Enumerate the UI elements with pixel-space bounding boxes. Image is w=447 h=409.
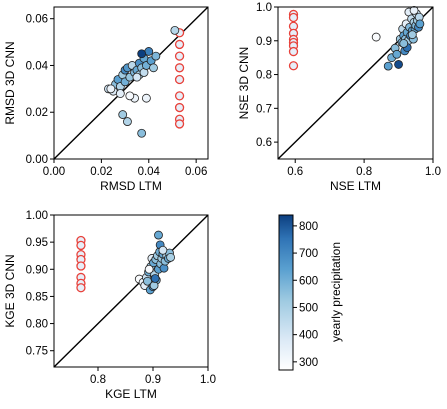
- x-tick-label: 0.6: [287, 166, 303, 178]
- outlier-ring-point: [76, 240, 86, 251]
- outlier-ring-point: [288, 12, 299, 23]
- scatter-point: [132, 72, 142, 82]
- y-tick-label: 0.00: [26, 154, 48, 166]
- y-tick-label: 0.06: [26, 14, 48, 26]
- colorbar-tick-label: 400: [299, 330, 318, 342]
- scatter-point: [394, 60, 403, 69]
- y-axis-label: RMSD 3D CNN: [3, 41, 17, 124]
- x-tick-label: 0.02: [90, 166, 112, 178]
- scatter-point: [137, 49, 147, 59]
- scatter-point: [154, 230, 163, 240]
- scatter-point: [166, 252, 176, 262]
- scatter-point: [137, 128, 147, 138]
- scatter-point: [170, 25, 180, 35]
- scatter-point: [123, 117, 132, 126]
- outlier-ring-point: [76, 261, 86, 271]
- colorbar-tick-label: 800: [299, 221, 318, 233]
- outlier-ring-point: [174, 51, 185, 61]
- y-tick-label: 0.85: [26, 291, 48, 303]
- outlier-ring-point: [76, 283, 86, 293]
- scatter-point: [392, 49, 402, 59]
- scatter-point: [115, 89, 125, 98]
- scatter-point: [371, 32, 381, 42]
- x-tick-label: 0.06: [185, 166, 207, 178]
- y-axis-label: KGE 3D CNN: [3, 254, 17, 327]
- x-tick-label: 0.8: [90, 374, 106, 386]
- panel-nse: 0.6 0.8 1.0 0.6 0.7 0.8 0.9 1.0 NSE LTM NSE 3D …: [237, 2, 441, 193]
- x-tick-label: 1.0: [425, 166, 441, 178]
- colorbar-label: yearly precipitation: [329, 242, 343, 342]
- outlier-ring-point: [174, 39, 185, 50]
- outlier-ring-point: [174, 91, 185, 101]
- scatter-point: [415, 19, 425, 29]
- y-tick-label: 1.0: [256, 2, 272, 14]
- colorbar: 300 400 500 600 700 800 yearly precipitation: [278, 214, 343, 371]
- scatter-point: [125, 91, 135, 101]
- outlier-ring-point: [174, 63, 185, 73]
- outlier-ring-point: [174, 74, 185, 85]
- scatter-point: [106, 84, 116, 94]
- y-tick-label: 0.80: [26, 319, 48, 331]
- y-tick-label: 1.00: [26, 210, 48, 222]
- scatter-point: [383, 61, 393, 71]
- colorbar-tick-label: 700: [299, 248, 318, 260]
- y-tick-label: 0.75: [26, 346, 48, 358]
- x-axis-label: NSE LTM: [330, 179, 381, 193]
- y-tick-label: 0.04: [26, 60, 49, 72]
- x-tick-label: 0.9: [145, 374, 161, 386]
- y-tick-label: 0.9: [256, 36, 272, 48]
- colorbar-tick-label: 300: [299, 357, 318, 369]
- outlier-ring-point: [288, 61, 299, 71]
- scatter-point: [143, 276, 152, 286]
- scatter-point: [144, 264, 154, 274]
- scatter-point: [407, 30, 417, 40]
- y-tick-label: 0.7: [256, 103, 272, 115]
- scatter-point: [151, 51, 161, 61]
- colorbar-tick-label: 600: [299, 275, 318, 287]
- y-tick-label: 0.95: [26, 237, 48, 249]
- scatter-point: [409, 5, 419, 15]
- panel-rmsd: 0.00 0.02 0.04 0.06 0.00 0.02 0.04 0.06 RMSD LT…: [3, 6, 209, 193]
- one-to-one-line: [53, 214, 209, 368]
- x-tick-label: 1.0: [200, 374, 216, 386]
- x-axis-label: RMSD LTM: [100, 179, 162, 193]
- x-tick-label: 0.00: [43, 166, 65, 178]
- one-to-one-line: [53, 6, 209, 160]
- scatter-point: [149, 63, 158, 73]
- y-tick-label: 0.02: [26, 107, 48, 119]
- y-axis-label: NSE 3D CNN: [237, 47, 251, 120]
- colorbar-tick-label: 500: [299, 302, 318, 314]
- scatter-point: [150, 274, 160, 283]
- panel-kge: 0.8 0.9 1.0 0.75 0.80 0.85 0.90 0.95 1.00 KGE LT…: [3, 210, 216, 401]
- outlier-ring-point: [174, 119, 185, 129]
- x-tick-label: 0.04: [138, 166, 161, 178]
- x-tick-label: 0.8: [356, 166, 372, 178]
- colorbar-gradient: [278, 214, 294, 371]
- y-tick-label: 0.90: [26, 264, 48, 276]
- scatter-point: [118, 110, 128, 119]
- scatter-point: [141, 93, 151, 103]
- outlier-ring-point: [288, 46, 299, 57]
- outlier-ring-point: [174, 102, 185, 113]
- y-tick-label: 0.6: [256, 137, 272, 149]
- y-tick-label: 0.8: [256, 70, 272, 82]
- scatter-point: [158, 245, 168, 255]
- scatter-point: [399, 39, 409, 48]
- x-axis-label: KGE LTM: [105, 387, 157, 401]
